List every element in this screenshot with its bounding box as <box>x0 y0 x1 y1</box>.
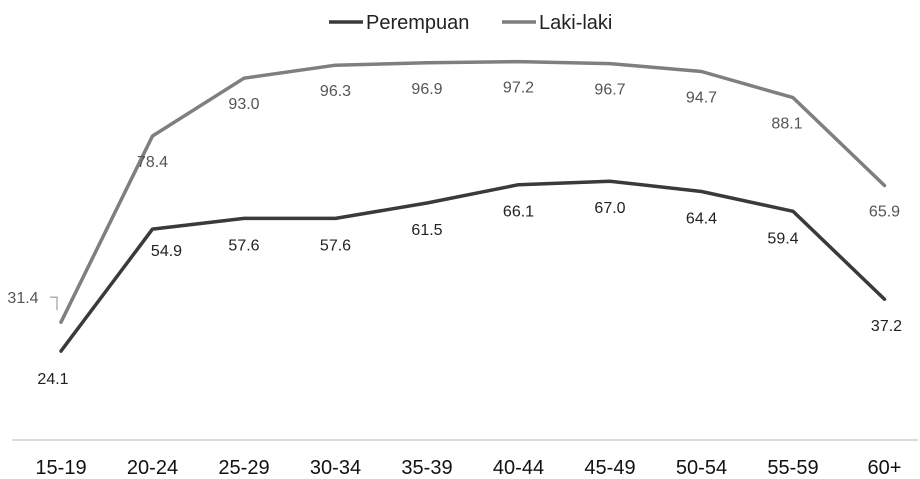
x-tick-label: 20-24 <box>127 457 178 479</box>
data-label-laki-laki: 93.0 <box>228 96 259 113</box>
series-line-perempuan <box>59 179 887 353</box>
x-tick-label: 35-39 <box>401 457 452 479</box>
series-lines <box>59 59 887 353</box>
data-label-laki-laki: 31.4 <box>7 290 38 307</box>
x-tick-label: 15-19 <box>35 457 86 479</box>
label-leader-line <box>50 296 58 311</box>
data-label-perempuan: 24.1 <box>37 371 68 388</box>
data-label-perempuan: 67.0 <box>594 200 625 217</box>
data-label-perempuan: 54.9 <box>151 243 182 260</box>
data-label-perempuan: 57.6 <box>320 237 351 254</box>
data-label-perempuan: 64.4 <box>686 210 717 227</box>
x-tick-label: 30-34 <box>310 457 361 479</box>
data-label-perempuan: 59.4 <box>767 230 798 247</box>
x-tick-label: 45-49 <box>584 457 635 479</box>
data-label-laki-laki: 78.4 <box>137 154 168 171</box>
data-label-laki-laki: 96.7 <box>594 82 625 99</box>
data-label-perempuan: 66.1 <box>503 204 534 221</box>
data-label-laki-laki: 96.3 <box>320 83 351 100</box>
x-tick-label: 55-59 <box>767 457 818 479</box>
data-label-perempuan: 57.6 <box>228 237 259 254</box>
x-axis-ticks: 15-19 20-24 25-29 30-34 35-39 40-44 45-49 50-54… <box>35 457 901 479</box>
data-label-laki-laki: 88.1 <box>771 116 802 133</box>
series-line-laki-laki <box>59 59 887 324</box>
x-tick-label: 40-44 <box>493 457 544 479</box>
legend: Perempuan Laki-laki <box>329 12 612 34</box>
legend-label: Laki-laki <box>539 12 612 34</box>
legend-label: Perempuan <box>366 12 469 34</box>
x-tick-label: 50-54 <box>676 457 727 479</box>
data-label-laki-laki: 65.9 <box>869 204 900 221</box>
data-labels: 24.1 54.9 57.6 57.6 61.5 66.1 67.0 64.4 59.4 37.2… <box>7 80 902 388</box>
x-tick-label: 25-29 <box>218 457 269 479</box>
data-label-laki-laki: 96.9 <box>411 81 442 98</box>
x-tick-label: 60+ <box>868 457 902 479</box>
data-label-perempuan: 61.5 <box>411 222 442 239</box>
data-label-laki-laki: 97.2 <box>503 80 534 97</box>
data-label-perempuan: 37.2 <box>871 318 902 335</box>
data-label-laki-laki: 94.7 <box>686 89 717 106</box>
